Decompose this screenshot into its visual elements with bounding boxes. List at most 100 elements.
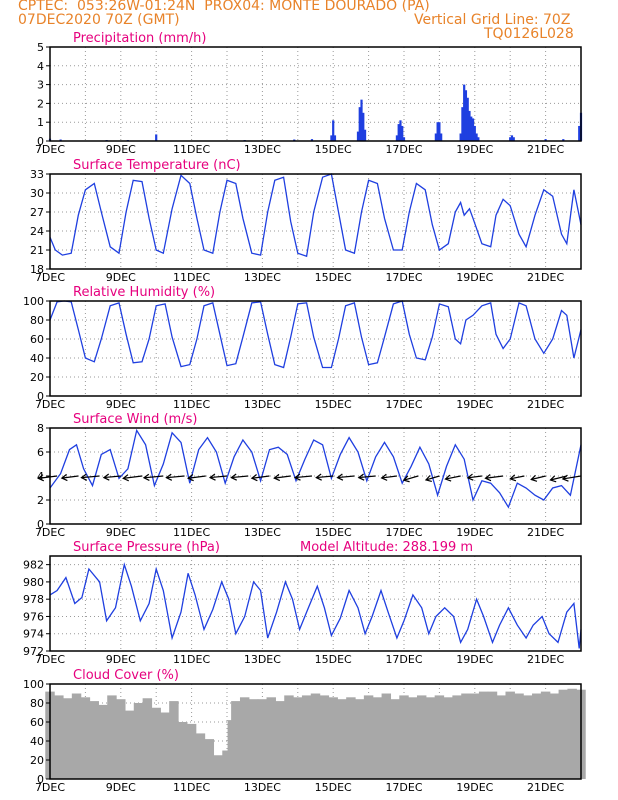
panel-frame xyxy=(49,555,582,652)
y-tick-label: 982 xyxy=(23,559,44,572)
panel-title: Relative Humidity (%) xyxy=(73,285,215,300)
x-tick-label: 15DEC xyxy=(315,271,352,284)
wind-arrow-head xyxy=(122,474,129,482)
cloud-bar xyxy=(284,695,294,779)
y-tick-label: 100 xyxy=(23,678,44,691)
precip-bar xyxy=(363,129,367,141)
cloud-bar xyxy=(461,693,471,779)
wind-arrow-head xyxy=(380,473,388,481)
x-tick-label: 11DEC xyxy=(173,526,210,539)
wind-arrow-head xyxy=(60,473,68,482)
x-tick-label: 7DEC xyxy=(35,398,65,411)
cloud-bar xyxy=(216,774,227,779)
x-tick-label: 7DEC xyxy=(35,653,65,666)
wind-arrow-head xyxy=(142,473,150,481)
cloud-bar xyxy=(178,722,188,779)
cloud-bar xyxy=(399,695,409,779)
panel-annotation: Model Altitude: 288.199 m xyxy=(300,540,473,555)
y-tick-label: 1 xyxy=(37,116,44,129)
x-tick-label: 19DEC xyxy=(456,653,493,666)
precip-bar xyxy=(360,99,363,141)
y-tick-label: 21 xyxy=(30,244,44,257)
panel-title: Surface Temperature (nC) xyxy=(73,158,241,173)
y-tick-label: 30 xyxy=(30,187,44,200)
y-tick-label: 4 xyxy=(37,470,44,483)
precip-bar xyxy=(293,139,296,141)
wind-arrow-head xyxy=(165,473,173,481)
x-tick-label: 19DEC xyxy=(456,781,493,794)
precip-bar xyxy=(362,112,365,141)
x-tick-label: 19DEC xyxy=(456,271,493,284)
precip-bar xyxy=(459,133,462,141)
cloud-bar xyxy=(98,704,108,779)
precip-bar xyxy=(333,135,337,141)
y-tick-label: 0 xyxy=(37,135,44,148)
cloud-bar xyxy=(452,695,462,779)
wind-arrow xyxy=(231,475,249,479)
precip-bar xyxy=(463,84,466,141)
x-tick-label: 7DEC xyxy=(35,143,65,156)
x-tick-label: 21DEC xyxy=(527,143,564,156)
cloud-bar xyxy=(505,691,515,779)
header-code: TQ0126L028 xyxy=(484,26,574,42)
wind-arrow-head xyxy=(102,473,110,481)
y-tick-label: 24 xyxy=(30,225,44,238)
y-tick-label: 60 xyxy=(30,716,44,729)
panel-5: Surface Pressure (hPa) Model Altitude: 28… xyxy=(23,540,582,666)
x-tick-label: 15DEC xyxy=(315,526,352,539)
x-tick-label: 9DEC xyxy=(106,271,136,284)
x-tick-label: 21DEC xyxy=(527,398,564,411)
y-tick-label: 5 xyxy=(37,41,44,54)
cloud-bar xyxy=(107,695,117,779)
cloud-bar xyxy=(514,693,524,779)
wind-arrow-head xyxy=(186,474,194,482)
cloud-bar xyxy=(71,693,82,779)
cloud-bar xyxy=(266,697,276,779)
cloud-bar xyxy=(532,693,542,779)
panel-frame xyxy=(49,683,582,780)
panel-frame xyxy=(49,46,582,142)
wind-arrow-head xyxy=(402,475,410,483)
wind-arrow-head xyxy=(293,473,301,481)
x-tick-label: 13DEC xyxy=(244,526,281,539)
cloud-bar xyxy=(425,697,436,779)
x-tick-label: 13DEC xyxy=(244,271,281,284)
x-tick-label: 9DEC xyxy=(106,653,136,666)
wind-arrow xyxy=(445,475,461,480)
cloud-bar xyxy=(54,695,64,779)
precip-bar xyxy=(470,116,473,141)
y-tick-label: 2 xyxy=(37,494,44,507)
cloud-bar xyxy=(160,712,170,779)
x-tick-label: 7DEC xyxy=(35,781,65,794)
cloud-bar xyxy=(186,723,197,779)
panel-title: Surface Pressure (hPa) xyxy=(73,540,220,555)
precip-bar xyxy=(475,133,478,141)
cloud-bar xyxy=(496,695,507,779)
cloud-bar xyxy=(231,701,241,779)
cloud-bar xyxy=(116,699,126,779)
y-tick-label: 20 xyxy=(30,754,44,767)
precip-bar xyxy=(155,134,158,141)
cloud-bar xyxy=(372,697,383,779)
x-tick-label: 15DEC xyxy=(315,398,352,411)
wind-arrow xyxy=(103,475,121,479)
precip-bar xyxy=(512,137,515,141)
header-date-line: 07DEC2020 70Z (GMT) xyxy=(18,12,180,28)
wind-arrow-head xyxy=(509,474,517,482)
wind-arrow xyxy=(143,475,164,479)
cloud-bar xyxy=(487,691,498,779)
cloud-bar xyxy=(239,697,250,779)
wind-arrow-head xyxy=(357,473,365,481)
y-tick-label: 18 xyxy=(30,263,44,276)
wind-arrow xyxy=(531,475,546,481)
precip-bar xyxy=(401,125,404,141)
precip-bar xyxy=(402,137,406,141)
x-tick-label: 13DEC xyxy=(244,398,281,411)
x-tick-label: 17DEC xyxy=(385,143,422,156)
y-tick-label: 100 xyxy=(23,295,44,308)
x-tick-label: 17DEC xyxy=(385,526,422,539)
cloud-bar xyxy=(470,693,480,779)
x-tick-label: 15DEC xyxy=(315,653,352,666)
wind-arrow xyxy=(358,475,376,479)
